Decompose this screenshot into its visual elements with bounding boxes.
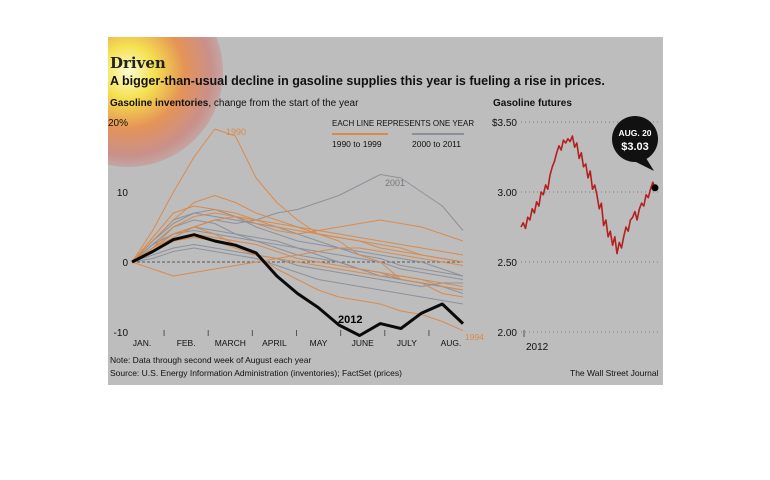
annotation-1990: 1990 — [226, 127, 246, 137]
y-tick-label: 20% — [108, 118, 128, 129]
series-line-1990s — [131, 195, 464, 263]
series-line-1990s — [131, 216, 464, 263]
futures-x-tick-label: 2012 — [526, 342, 549, 353]
x-tick-label: FEB. — [177, 338, 196, 348]
x-tick-label: AUG. — [441, 338, 462, 348]
inventories-title: Gasoline inventories, change from the st… — [110, 98, 358, 109]
futures-endpoint-marker — [651, 184, 659, 192]
x-tick-label: JAN. — [133, 338, 151, 348]
source-line: Source: U.S. Energy Information Administ… — [110, 368, 402, 378]
series-line-1990s — [131, 247, 464, 277]
x-tick-label: MARCH — [215, 338, 246, 348]
legend-label-1990s: 1990 to 1999 — [332, 139, 382, 149]
charts-svg: 20% 10 0 -10 JAN. FEB. MARCH APRIL MAY JUNE JULY AU… — [108, 116, 661, 353]
x-tick-label: APRIL — [262, 338, 287, 348]
y-tick-label: 0 — [122, 258, 128, 269]
annotation-2012: 2012 — [338, 314, 362, 326]
series-line-2000s — [131, 247, 464, 305]
series-line-1990s — [131, 205, 464, 263]
annotation-2001: 2001 — [385, 178, 405, 188]
chart-panel: 20% 10 0 -10 JAN. FEB. MARCH APRIL MAY JUNE JULY AU… — [108, 37, 663, 385]
x-tick-label: MAY — [310, 338, 328, 348]
series-line-1994 — [131, 226, 464, 332]
series-line-1990 — [131, 128, 464, 298]
series-line-2000s — [131, 209, 464, 277]
footnote: Note: Data through second week of August… — [110, 355, 312, 365]
series-line-2001 — [131, 174, 464, 263]
y-tick-label: 10 — [117, 188, 129, 199]
y-tick-label: -10 — [114, 328, 129, 339]
futures-title: Gasoline futures — [493, 98, 572, 109]
legend-heading: EACH LINE REPRESENTS ONE YEAR — [332, 119, 474, 128]
legend-label-2000s: 2000 to 2011 — [412, 139, 461, 149]
futures-y-tick-label: 2.50 — [498, 258, 518, 269]
inventories-title-bold: Gasoline inventories — [110, 98, 209, 109]
futures-y-tick-label: 3.00 — [498, 188, 518, 199]
series-line-1990s — [131, 212, 464, 263]
chart-title: Driven — [110, 54, 166, 72]
futures-y-tick-label: 2.00 — [498, 328, 518, 339]
futures-series-line — [520, 135, 656, 255]
futures-callout-date: AUG. 20 — [618, 128, 651, 138]
series-line-2000s — [131, 244, 463, 287]
x-tick-label: JUNE — [352, 338, 375, 348]
futures-y-tick-label: $3.50 — [492, 118, 517, 129]
publisher-credit: The Wall Street Journal — [570, 368, 659, 378]
series-line-1990s — [131, 237, 464, 291]
futures-callout-value: $3.03 — [621, 141, 649, 153]
futures-callout-pointer — [634, 158, 654, 171]
chart-subtitle: A bigger-than-usual decline in gasoline … — [110, 74, 605, 88]
futures-callout-bubble — [612, 116, 658, 162]
x-tick-label: JULY — [397, 338, 417, 348]
inventories-title-rest: , change from the start of the year — [208, 98, 359, 109]
annotation-1994: 1994 — [465, 332, 484, 342]
series-line-2012 — [131, 233, 465, 337]
